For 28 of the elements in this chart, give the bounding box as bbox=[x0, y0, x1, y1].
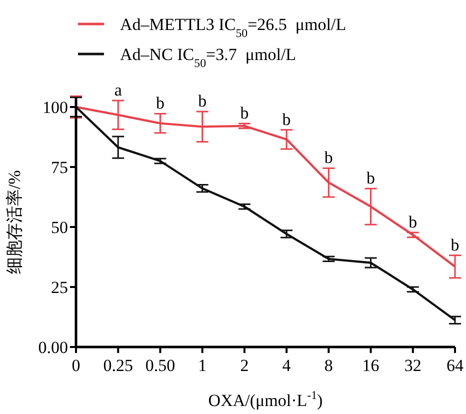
annotation: b bbox=[156, 94, 164, 113]
annotation: b bbox=[240, 104, 249, 123]
x-tick-label: 0.50 bbox=[145, 356, 176, 375]
y-tick-label: 50 bbox=[51, 218, 68, 237]
x-tick-label: 32 bbox=[404, 356, 422, 375]
annotation: b bbox=[450, 235, 460, 254]
y-tick-label: 0.00 bbox=[38, 338, 68, 357]
legend-label: Ad–NC IC$_{50}$=3.7 μmol/L bbox=[120, 44, 296, 70]
y-tick-label: 100 bbox=[42, 98, 68, 117]
x-tick-label: 2 bbox=[240, 356, 249, 375]
annotation: b bbox=[408, 212, 418, 232]
annotation: b bbox=[324, 148, 333, 168]
annotation: b bbox=[198, 92, 207, 111]
x-tick-label: 4 bbox=[282, 356, 292, 375]
x-tick-label: 64 bbox=[446, 356, 464, 375]
y-tick-label: 75 bbox=[51, 158, 68, 177]
y-tick-label: 25 bbox=[51, 278, 68, 297]
x-tick-label: 0.25 bbox=[103, 356, 133, 375]
annotation: a bbox=[114, 80, 122, 100]
x-tick-label: 1 bbox=[198, 356, 207, 375]
x-axis-title: OXA/(μmol·L$^{-1}$) bbox=[208, 388, 323, 410]
legend-label: Ad–METTL3 IC$_{50}$=26.5 μmol/L bbox=[120, 14, 346, 40]
annotation: b bbox=[282, 110, 291, 129]
x-tick-label: 0 bbox=[72, 356, 80, 375]
x-tick-label: 16 bbox=[362, 356, 380, 375]
x-tick-label: 8 bbox=[324, 356, 333, 375]
y-axis-title: 细胞存活率/% bbox=[5, 170, 24, 274]
annotation: b bbox=[366, 168, 376, 188]
